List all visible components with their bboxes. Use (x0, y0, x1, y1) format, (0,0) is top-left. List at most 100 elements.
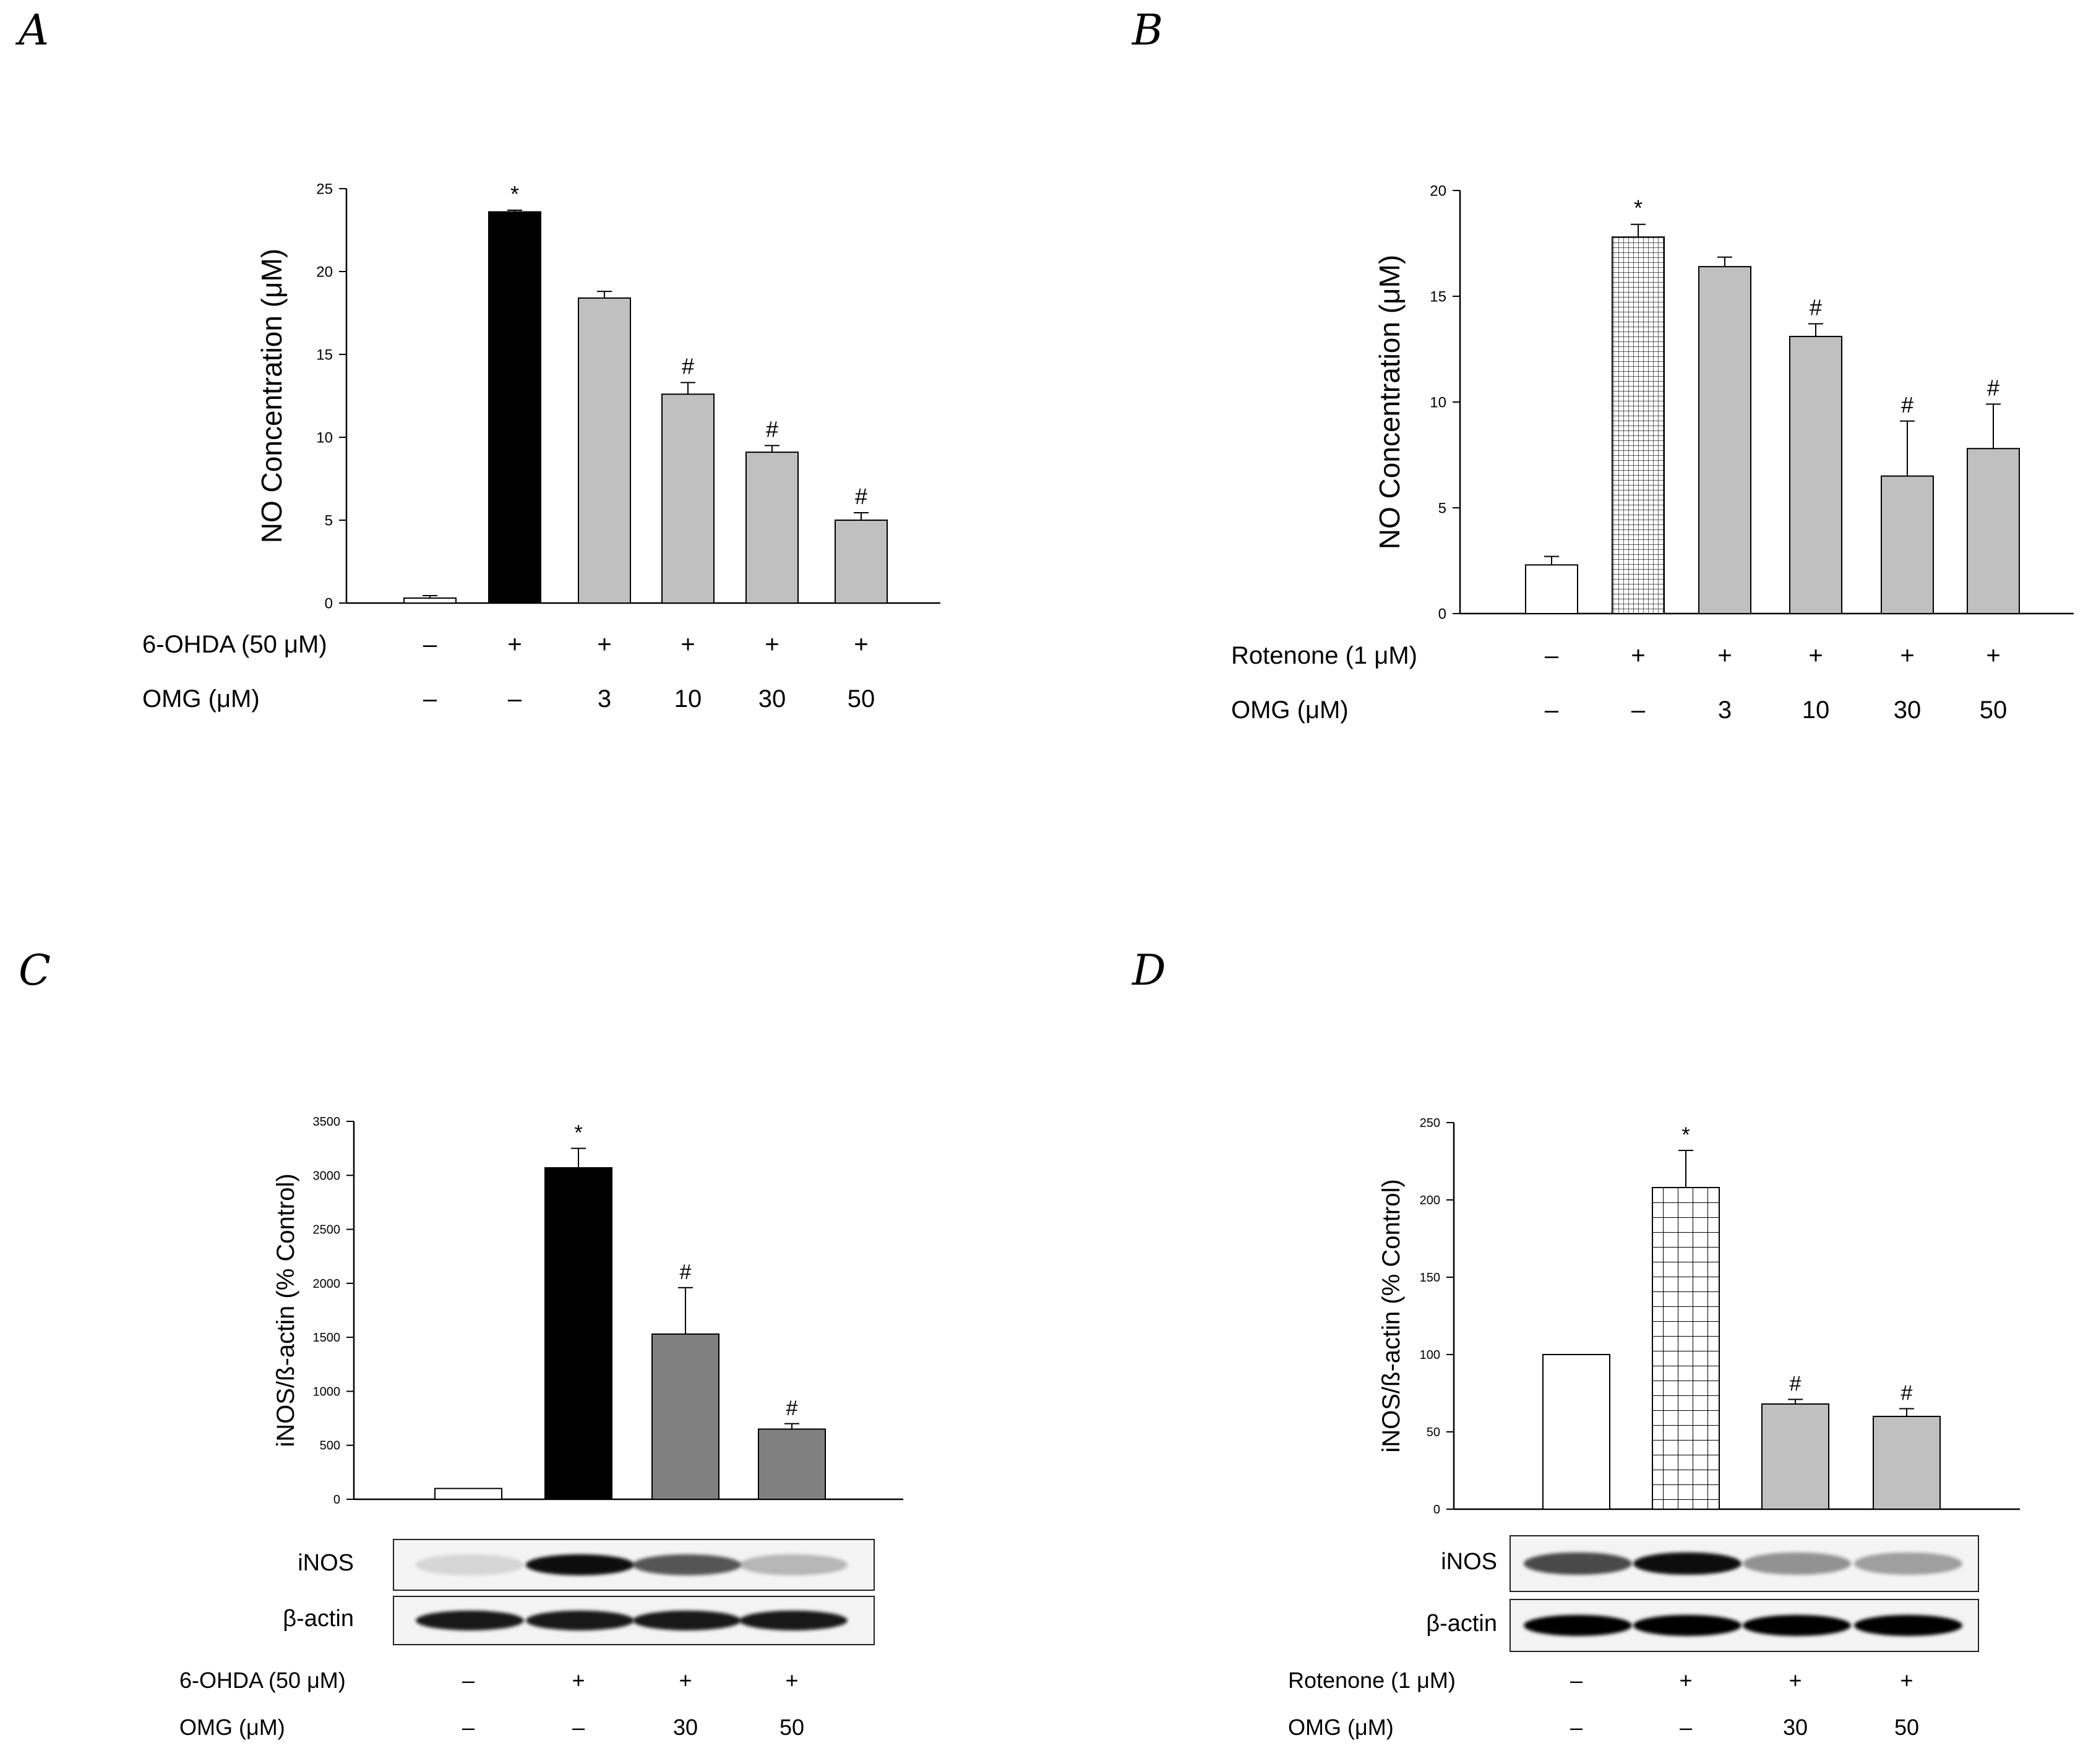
omg-row-cell: 30 (1893, 696, 1922, 724)
y-tick-label: 3500 (313, 1115, 341, 1129)
treatment-row-label: 6-OHDA (50 μM) (142, 631, 327, 658)
treatment-row-cell: + (597, 631, 612, 658)
blot-band (415, 1611, 524, 1630)
omg-row-cell: 50 (847, 685, 875, 713)
blot-label-actin: β-actin (283, 1606, 354, 1632)
significance-marker: * (510, 181, 519, 207)
y-tick-label: 250 (1420, 1116, 1440, 1130)
y-tick-label: 0 (325, 595, 333, 612)
treatment-row-cell: + (1679, 1668, 1693, 1693)
treatment-row-cell: + (1631, 642, 1646, 669)
y-tick-label: 0 (1438, 606, 1446, 622)
treatment-row-cell: + (765, 631, 780, 658)
significance-marker: * (1681, 1123, 1690, 1147)
blot-band (1853, 1552, 1962, 1575)
treatment-row-cell: + (1900, 642, 1915, 669)
treatment-row-cell: + (854, 631, 869, 658)
bar (1873, 1416, 1941, 1510)
y-axis-label: iNOS/ß-actin (% Control) (272, 1173, 299, 1447)
y-tick-label: 25 (316, 181, 333, 197)
y-tick-label: 2000 (313, 1277, 341, 1291)
significance-marker: # (1901, 392, 1913, 417)
omg-row-cell: – (423, 685, 437, 713)
bar (1967, 448, 2020, 614)
blot-band (1742, 1614, 1851, 1637)
blot-band (739, 1554, 848, 1575)
omg-row-label: OMG (μM) (179, 1715, 285, 1740)
omg-row-cell: – (1631, 696, 1646, 724)
y-tick-label: 0 (1433, 1503, 1440, 1517)
bar (1542, 1354, 1610, 1510)
bar (1652, 1187, 1720, 1510)
significance-marker: # (682, 354, 694, 379)
blot-label-inos: iNOS (1441, 1549, 1497, 1575)
treatment-row-label: Rotenone (1 μM) (1231, 642, 1417, 669)
blot-strip-inos (393, 1539, 875, 1591)
y-tick-label: 5 (1438, 500, 1446, 516)
bar (835, 520, 888, 604)
significance-marker: # (855, 484, 867, 509)
y-tick-label: 5 (325, 512, 333, 529)
bar (1789, 335, 1842, 614)
significance-marker: # (786, 1397, 798, 1420)
treatment-row-cell: + (681, 631, 695, 658)
blot-label-actin: β-actin (1426, 1611, 1497, 1637)
bar (578, 297, 631, 604)
panel-letter-b: B (1132, 6, 1163, 55)
y-axis-label: iNOS/ß-actin (% Control) (1378, 1179, 1405, 1452)
omg-row-cell: – (1679, 1715, 1693, 1740)
treatment-row-cell: – (462, 1668, 475, 1693)
blot-band (1633, 1614, 1742, 1637)
blot-band (1633, 1552, 1742, 1575)
omg-row-cell: 50 (1979, 696, 2008, 724)
treatment-row-cell: + (1789, 1668, 1802, 1693)
treatment-row-label: Rotenone (1 μM) (1288, 1668, 1456, 1693)
omg-row-cell: – (1570, 1715, 1583, 1740)
bar (434, 1488, 502, 1501)
treatment-row-cell: + (1717, 642, 1732, 669)
omg-row-cell: – (462, 1715, 475, 1740)
treatment-row-cell: + (507, 631, 522, 658)
y-tick-label: 100 (1420, 1348, 1440, 1362)
omg-row-label: OMG (μM) (1288, 1715, 1394, 1740)
significance-marker: # (1790, 1372, 1802, 1396)
blot-band (1523, 1552, 1632, 1575)
omg-row-cell: 3 (1717, 696, 1732, 724)
omg-row-cell: – (507, 685, 522, 713)
y-axis-label: NO Concentration (μM) (256, 249, 288, 543)
significance-marker: # (1810, 294, 1822, 320)
bar (651, 1333, 719, 1501)
significance-marker: # (680, 1261, 692, 1284)
y-axis-label: NO Concentration (μM) (1373, 255, 1406, 549)
y-tick-label: 10 (316, 429, 333, 446)
y-tick-label: 15 (316, 346, 333, 363)
y-tick-label: 1500 (313, 1331, 341, 1345)
blot-strip-inos (1510, 1535, 1979, 1592)
blot-label-inos: iNOS (298, 1550, 354, 1576)
blot-strip-actin (1510, 1599, 1979, 1652)
bar (1698, 266, 1751, 614)
treatment-row-cell: – (423, 631, 437, 658)
omg-row-cell: 3 (597, 685, 612, 713)
y-tick-label: 3000 (313, 1169, 341, 1183)
omg-row-cell: 30 (672, 1715, 698, 1740)
significance-marker: * (574, 1121, 582, 1145)
bar (1612, 236, 1665, 614)
treatment-row-cell: + (1808, 642, 1823, 669)
omg-row-cell: 50 (779, 1715, 805, 1740)
y-tick-label: 150 (1420, 1271, 1440, 1285)
y-tick-label: 15 (1430, 288, 1446, 305)
y-tick-label: 2500 (313, 1223, 341, 1237)
significance-marker: * (1634, 195, 1643, 221)
y-tick-label: 500 (320, 1439, 340, 1453)
blot-band (1853, 1614, 1962, 1637)
panel-letter-a: A (19, 6, 49, 55)
omg-row-cell: 30 (1782, 1715, 1808, 1740)
y-tick-label: 50 (1427, 1426, 1440, 1439)
omg-row-cell: – (1544, 696, 1559, 724)
significance-marker: # (1987, 375, 1999, 400)
panel-letter-d: D (1132, 946, 1166, 995)
omg-row-cell: 10 (674, 685, 702, 713)
